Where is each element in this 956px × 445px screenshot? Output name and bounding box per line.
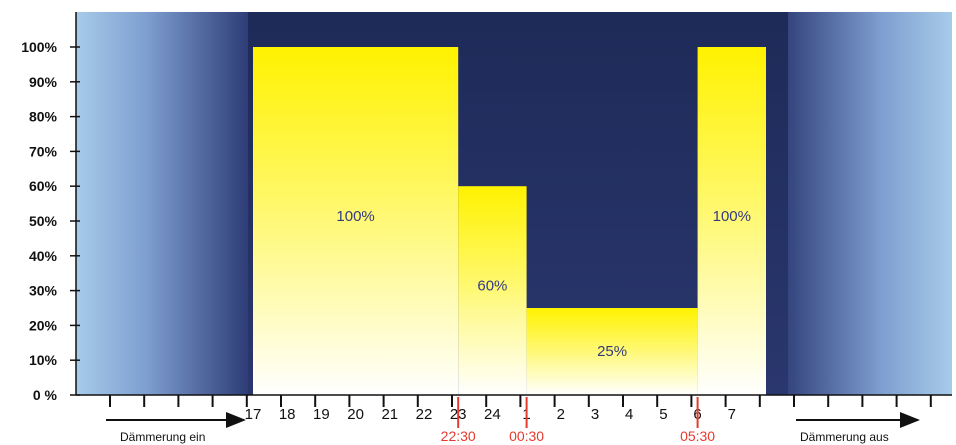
y-tick-label: 100% xyxy=(21,39,57,55)
y-tick-label: 30% xyxy=(29,283,58,299)
bar-value-label: 100% xyxy=(713,208,751,225)
x-tick-label: 5 xyxy=(659,406,667,423)
x-tick-label: 19 xyxy=(313,406,330,423)
x-tick-label: 22 xyxy=(416,406,433,423)
x-tick-label: 17 xyxy=(245,406,262,423)
y-tick-label: 40% xyxy=(29,248,58,264)
y-tick-label: 10% xyxy=(29,352,58,368)
y-tick-group: 100% 90% 80% 70% 60% 50% 40% 30% 20% 10% 0 % xyxy=(21,39,80,403)
y-tick-label: 80% xyxy=(29,109,58,125)
bar-label-group: 100% 60% 25% 100% xyxy=(336,208,751,360)
bar-value-label: 60% xyxy=(477,278,507,295)
time-marker-label: 22:30 xyxy=(441,428,476,444)
y-tick-label: 20% xyxy=(29,317,58,333)
y-tick-label: 90% xyxy=(29,74,58,90)
bar-value-label: 100% xyxy=(336,208,374,225)
y-tick-label: 70% xyxy=(29,143,58,159)
bar xyxy=(253,47,459,395)
time-marker-group: 22:30 00:30 05:30 xyxy=(441,397,715,444)
x-tick-label: 4 xyxy=(625,406,633,423)
dusk-on-label: Dämmerung ein xyxy=(120,430,205,444)
bar xyxy=(697,47,766,395)
dusk-off-label: Dämmerung aus xyxy=(800,430,889,444)
y-tick-label: 0 % xyxy=(33,387,58,403)
x-tick-label: 2 xyxy=(557,406,565,423)
x-tick-group: 17181920212223241234567 xyxy=(109,395,932,423)
bar-value-label: 25% xyxy=(597,343,627,360)
x-tick-label: 18 xyxy=(279,406,296,423)
time-marker-label: 00:30 xyxy=(509,428,544,444)
y-tick-label: 60% xyxy=(29,178,58,194)
x-tick-label: 24 xyxy=(484,406,501,423)
y-tick-label: 50% xyxy=(29,213,58,229)
x-tick-label: 20 xyxy=(347,406,364,423)
bar-group xyxy=(253,47,766,395)
time-marker-label: 05:30 xyxy=(680,428,715,444)
x-tick-label: 7 xyxy=(728,406,736,423)
bar xyxy=(458,186,527,395)
bar xyxy=(526,308,698,395)
x-tick-label: 3 xyxy=(591,406,599,423)
x-tick-label: 21 xyxy=(381,406,398,423)
